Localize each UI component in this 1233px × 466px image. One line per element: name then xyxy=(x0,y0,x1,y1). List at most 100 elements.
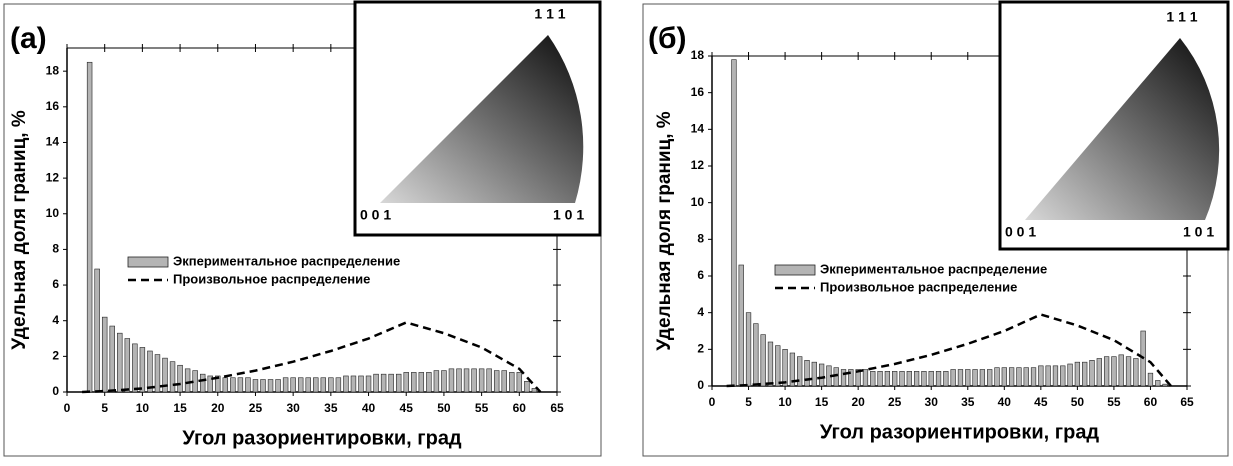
bar xyxy=(936,371,941,386)
bar xyxy=(102,317,107,392)
bar xyxy=(973,370,978,387)
legend-label: Произвольное распределение xyxy=(173,271,370,286)
bar xyxy=(328,378,333,392)
bar xyxy=(783,349,788,386)
y-tick-label: 8 xyxy=(52,242,59,256)
bar xyxy=(125,339,130,392)
bar xyxy=(193,371,198,392)
bar xyxy=(768,342,773,386)
y-tick-label: 16 xyxy=(46,99,60,113)
bar xyxy=(1126,357,1131,386)
inset-label: 0 0 1 xyxy=(1005,224,1036,240)
bar xyxy=(1104,357,1109,386)
bar xyxy=(185,369,190,392)
bar xyxy=(351,376,356,392)
inset-label: 1 0 1 xyxy=(553,207,584,223)
x-tick-label: 35 xyxy=(324,401,338,415)
x-tick-label: 15 xyxy=(173,401,187,415)
y-axis-title: Удельная доля границ, % xyxy=(9,110,30,350)
x-tick-label: 55 xyxy=(475,401,489,415)
bar xyxy=(276,380,281,392)
bar xyxy=(878,371,883,386)
x-tick-label: 20 xyxy=(211,401,225,415)
bar xyxy=(132,344,137,392)
x-tick-label: 5 xyxy=(745,395,752,409)
y-tick-label: 2 xyxy=(52,349,59,363)
bar xyxy=(336,378,341,392)
bar xyxy=(268,380,273,392)
bar xyxy=(863,370,868,387)
bar xyxy=(746,313,751,386)
panel-label: (а) xyxy=(10,22,47,55)
x-tick-label: 25 xyxy=(888,395,902,409)
bar xyxy=(805,360,810,386)
bar xyxy=(841,370,846,387)
legend-swatch xyxy=(128,257,168,267)
x-tick-label: 50 xyxy=(1071,395,1085,409)
bar xyxy=(449,369,454,392)
x-tick-label: 0 xyxy=(64,401,71,415)
x-tick-label: 10 xyxy=(136,401,150,415)
legend-label: Экпериментальное распределение xyxy=(173,253,400,268)
bar xyxy=(812,362,817,386)
bar xyxy=(494,371,499,392)
bar xyxy=(870,371,875,386)
bar xyxy=(95,269,100,392)
bar xyxy=(1097,359,1102,387)
bar xyxy=(1053,366,1058,386)
bar xyxy=(306,378,311,392)
bar xyxy=(321,378,326,392)
bar xyxy=(148,351,153,392)
legend-swatch xyxy=(775,265,815,275)
bar xyxy=(1068,364,1073,386)
bar xyxy=(1024,368,1029,386)
bar xyxy=(502,371,507,392)
bar xyxy=(1148,373,1153,386)
bar xyxy=(487,369,492,392)
panel-label: (б) xyxy=(648,22,687,55)
bar xyxy=(261,380,266,392)
bar xyxy=(344,376,349,392)
bar xyxy=(442,371,447,392)
bar xyxy=(479,369,484,392)
x-tick-label: 30 xyxy=(925,395,939,409)
bar xyxy=(1002,368,1007,386)
y-tick-label: 16 xyxy=(691,85,705,99)
bar xyxy=(87,62,92,392)
y-tick-label: 14 xyxy=(691,122,705,136)
y-tick-label: 10 xyxy=(46,206,60,220)
bar xyxy=(140,347,145,392)
bar xyxy=(509,372,514,392)
bar xyxy=(1134,359,1139,387)
bar xyxy=(914,371,919,386)
x-tick-label: 25 xyxy=(249,401,263,415)
bar xyxy=(238,378,243,392)
y-tick-label: 18 xyxy=(691,48,705,62)
bar xyxy=(396,374,401,392)
bar xyxy=(958,370,963,387)
x-tick-label: 40 xyxy=(362,401,376,415)
y-tick-label: 12 xyxy=(46,170,60,184)
bar xyxy=(117,333,122,392)
y-tick-label: 6 xyxy=(697,268,704,282)
bar xyxy=(472,369,477,392)
bar xyxy=(739,265,744,386)
bar xyxy=(170,362,175,392)
x-tick-label: 65 xyxy=(1180,395,1194,409)
bar xyxy=(819,364,824,386)
bar xyxy=(1155,381,1160,387)
bar xyxy=(892,371,897,386)
figure: 0510152025303540455055606502468101214161… xyxy=(0,0,1233,461)
bar xyxy=(980,370,985,387)
bar xyxy=(464,369,469,392)
bar xyxy=(1119,355,1124,386)
bar xyxy=(110,326,115,392)
bar xyxy=(200,374,205,392)
x-tick-label: 45 xyxy=(1034,395,1048,409)
x-tick-label: 30 xyxy=(286,401,300,415)
bar xyxy=(995,368,1000,386)
x-tick-label: 35 xyxy=(961,395,975,409)
bar xyxy=(1017,368,1022,386)
bar xyxy=(907,371,912,386)
x-tick-label: 50 xyxy=(437,401,451,415)
